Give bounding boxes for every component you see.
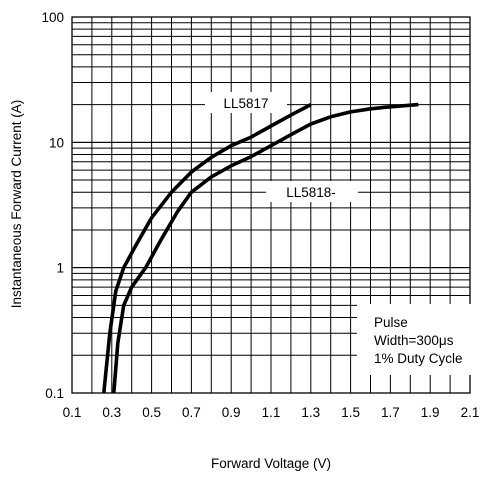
plot-frame — [71, 16, 471, 394]
y-tick-label: 0.1 — [45, 386, 64, 401]
curves — [102, 102, 419, 394]
x-tick-label: 1.5 — [341, 405, 360, 420]
x-tick-label: 1.9 — [421, 405, 440, 420]
x-tick-label: 0.3 — [102, 405, 121, 420]
ll5817-label: LL5817 — [223, 96, 268, 111]
x-tick-label: 0.7 — [182, 405, 201, 420]
pulse-note-line-2: Width=300μs — [374, 333, 454, 348]
series-curve-1 — [102, 103, 312, 394]
y-tick-labels: 0.1 1 10 100 — [41, 10, 64, 401]
series-curve-2 — [112, 102, 419, 394]
y-tick-label: 100 — [41, 10, 64, 25]
x-tick-label: 1.3 — [301, 405, 320, 420]
x-tick-label: 1.7 — [381, 405, 400, 420]
ll5817-label-box — [205, 92, 287, 113]
x-tick-label: 0.5 — [142, 405, 161, 420]
ll5818-label-box — [266, 181, 358, 202]
ll5818-label: LL5818- — [286, 185, 336, 200]
pulse-note-line-3: 1% Duty Cycle — [374, 351, 463, 366]
x-tick-labels: 0.1 0.3 0.5 0.7 0.9 1.1 1.3 1.5 1.7 1.9 2.1 — [63, 405, 480, 420]
y-tick-label: 1 — [56, 261, 64, 276]
y-tick-label: 10 — [49, 135, 64, 150]
pulse-note-box — [357, 304, 480, 375]
x-tick-label: 0.9 — [222, 405, 241, 420]
y-axis-label: Instantaneous Forward Current (A) — [9, 100, 24, 309]
x-tick-label: 2.1 — [461, 405, 480, 420]
x-axis-label: Forward Voltage (V) — [211, 456, 331, 471]
x-tick-label: 1.1 — [262, 405, 281, 420]
pulse-note-line-1: Pulse — [374, 315, 408, 330]
x-tick-label: 0.1 — [63, 405, 82, 420]
